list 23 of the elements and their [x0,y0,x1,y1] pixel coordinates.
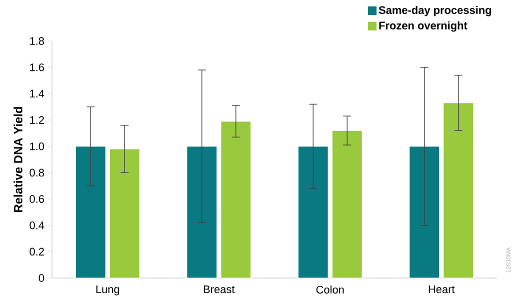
y-tick-label: 1.0 [30,142,44,150]
y-tick-label: 1.2 [30,116,44,124]
y-tick-label: 0.6 [30,195,44,203]
legend-label: Frozen overnight [379,21,468,32]
x-tick-label: Colon [316,286,344,294]
bar [220,121,252,278]
x-tick-label: Lung [96,286,120,296]
x-tick-label: Breast [204,286,235,294]
y-tick-label: 0.8 [30,168,44,177]
bar [75,146,106,278]
legend-label: Same-day processing [378,6,492,16]
y-axis-title: Relative DNA Yield [14,107,22,212]
y-tick-label: 1.4 [30,90,44,98]
y-tick-label: 1.8 [30,37,44,45]
bar [298,146,328,278]
y-tick-label: 0.4 [30,221,44,230]
bar [109,148,140,278]
y-tick-label: 0 [38,274,44,282]
bar [443,102,474,278]
y-tick-label: 0.2 [30,248,44,256]
x-tick-label: Heart [428,286,455,294]
y-tick-label: 1.6 [30,63,44,72]
bar [332,130,362,278]
